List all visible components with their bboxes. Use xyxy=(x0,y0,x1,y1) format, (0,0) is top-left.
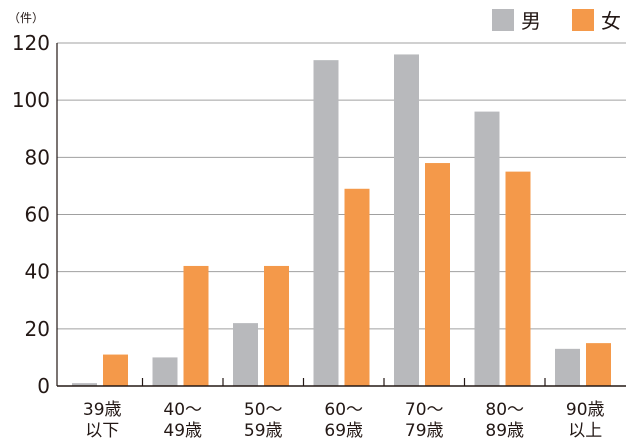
y-tick-label: 20 xyxy=(25,317,50,341)
x-tick-label: 40～ xyxy=(163,400,202,420)
x-tick-label: 80～ xyxy=(485,400,524,420)
y-unit-label: （件） xyxy=(8,11,44,25)
y-tick-label: 100 xyxy=(12,88,50,112)
bar-female xyxy=(344,188,370,386)
y-tick-label: 120 xyxy=(12,31,50,55)
x-tick-label: 以上 xyxy=(568,421,602,439)
x-tick-label: 49歳 xyxy=(163,421,202,439)
bar-male xyxy=(72,383,97,386)
bar-male xyxy=(394,54,419,386)
bar-female xyxy=(586,343,611,386)
bar-male xyxy=(152,357,178,386)
x-tick-label: 60～ xyxy=(324,400,363,420)
bar-male xyxy=(555,348,580,386)
bar-female xyxy=(183,265,209,386)
x-tick-label: 70～ xyxy=(405,400,444,420)
bars xyxy=(72,54,611,387)
legend-label: 男 xyxy=(521,9,541,33)
x-tick-label: 50～ xyxy=(244,400,283,420)
bar-male xyxy=(474,111,500,386)
y-tick-label: 40 xyxy=(25,260,50,284)
legend-swatch xyxy=(572,9,594,31)
x-tick-label: 以下 xyxy=(85,421,119,439)
y-tick-label: 80 xyxy=(25,145,50,169)
legend-label: 女 xyxy=(601,9,621,33)
bar-male xyxy=(313,60,339,387)
x-tick-label: 90歳 xyxy=(566,400,605,420)
x-tick-label: 59歳 xyxy=(244,421,283,439)
bar-female xyxy=(103,354,128,386)
x-tick-label: 69歳 xyxy=(324,421,363,439)
bar-male xyxy=(233,323,258,386)
bar-female xyxy=(264,265,289,386)
bar-female xyxy=(425,163,450,386)
x-tick-label: 89歳 xyxy=(485,421,524,439)
x-tick-label: 79歳 xyxy=(405,421,444,439)
y-tick-label: 60 xyxy=(25,203,50,227)
legend: 男女 xyxy=(492,9,621,33)
x-tick-label: 39歳 xyxy=(83,400,122,420)
legend-swatch xyxy=(492,9,514,31)
bar-female xyxy=(505,171,531,386)
gridlines xyxy=(57,42,626,330)
y-tick-label: 0 xyxy=(37,374,50,398)
